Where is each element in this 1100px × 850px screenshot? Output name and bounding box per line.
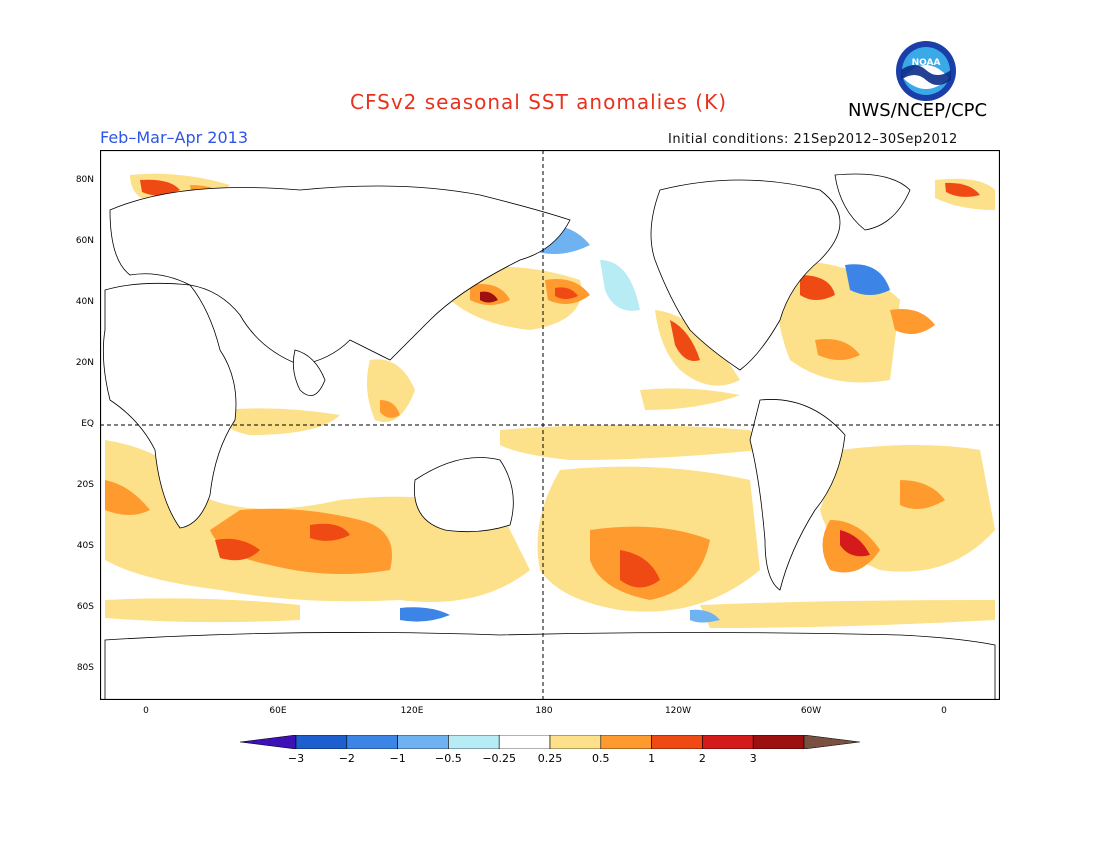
agency-label: NWS/NCEP/CPC bbox=[848, 100, 988, 121]
colorbar-label: 1 bbox=[648, 752, 656, 765]
colorbar-label: 0.25 bbox=[537, 752, 563, 765]
anomaly-fields bbox=[105, 173, 995, 628]
colorbar-label: −1 bbox=[389, 752, 406, 765]
colorbar-label: 0.5 bbox=[592, 752, 610, 765]
colorbar-swatch bbox=[397, 735, 449, 749]
lat-label-20s: 20S bbox=[76, 480, 94, 490]
lon-label-60w: 60W bbox=[800, 706, 822, 716]
colorbar-label: 3 bbox=[749, 752, 757, 765]
lon-label-60e: 60E bbox=[269, 706, 287, 716]
colorbar bbox=[240, 735, 860, 749]
lat-label-60n: 60N bbox=[75, 236, 94, 246]
lon-label-120e: 120E bbox=[400, 706, 424, 716]
colorbar-swatch bbox=[240, 735, 297, 749]
lon-label-0-right: 0 bbox=[941, 706, 947, 716]
colorbar-swatch bbox=[702, 735, 754, 749]
lon-label-120w: 120W bbox=[664, 706, 692, 716]
colorbar-swatch bbox=[803, 735, 860, 749]
lon-label-180: 180 bbox=[535, 706, 553, 716]
lat-label-eq: EQ bbox=[81, 419, 94, 429]
continents bbox=[102, 173, 996, 700]
colorbar-swatch bbox=[295, 735, 348, 749]
colorbar-swatch bbox=[651, 735, 703, 749]
colorbar-label: −3 bbox=[287, 752, 305, 765]
lat-label-80s: 80S bbox=[76, 663, 94, 673]
colorbar-label: 2 bbox=[698, 752, 706, 765]
period-label: Feb–Mar–Apr 2013 bbox=[100, 128, 248, 147]
colorbar-swatch bbox=[346, 735, 398, 749]
colorbar-swatch bbox=[448, 735, 500, 749]
noaa-logo: NOAA bbox=[896, 41, 956, 101]
lat-label-80n: 80N bbox=[75, 175, 94, 185]
chart-title: CFSv2 seasonal SST anomalies (K) bbox=[350, 90, 727, 114]
logo-text: NOAA bbox=[912, 58, 941, 68]
lon-label-0: 0 bbox=[143, 706, 149, 716]
colorbar-swatch bbox=[549, 735, 602, 749]
lat-label-40s: 40S bbox=[76, 541, 94, 551]
lat-label-60s: 60S bbox=[76, 602, 94, 612]
colorbar-swatch bbox=[498, 735, 551, 749]
lat-label-40n: 40N bbox=[75, 297, 94, 307]
sst-anomaly-map bbox=[100, 150, 1000, 700]
initial-conditions-label: Initial conditions: 21Sep2012–30Sep2012 bbox=[668, 132, 958, 147]
colorbar-label: −0.25 bbox=[482, 752, 517, 765]
colorbar-swatch bbox=[752, 735, 805, 749]
colorbar-label: −2 bbox=[338, 752, 355, 765]
lat-label-20n: 20N bbox=[75, 358, 94, 368]
colorbar-label: −0.5 bbox=[435, 752, 462, 765]
colorbar-swatch bbox=[600, 735, 652, 749]
